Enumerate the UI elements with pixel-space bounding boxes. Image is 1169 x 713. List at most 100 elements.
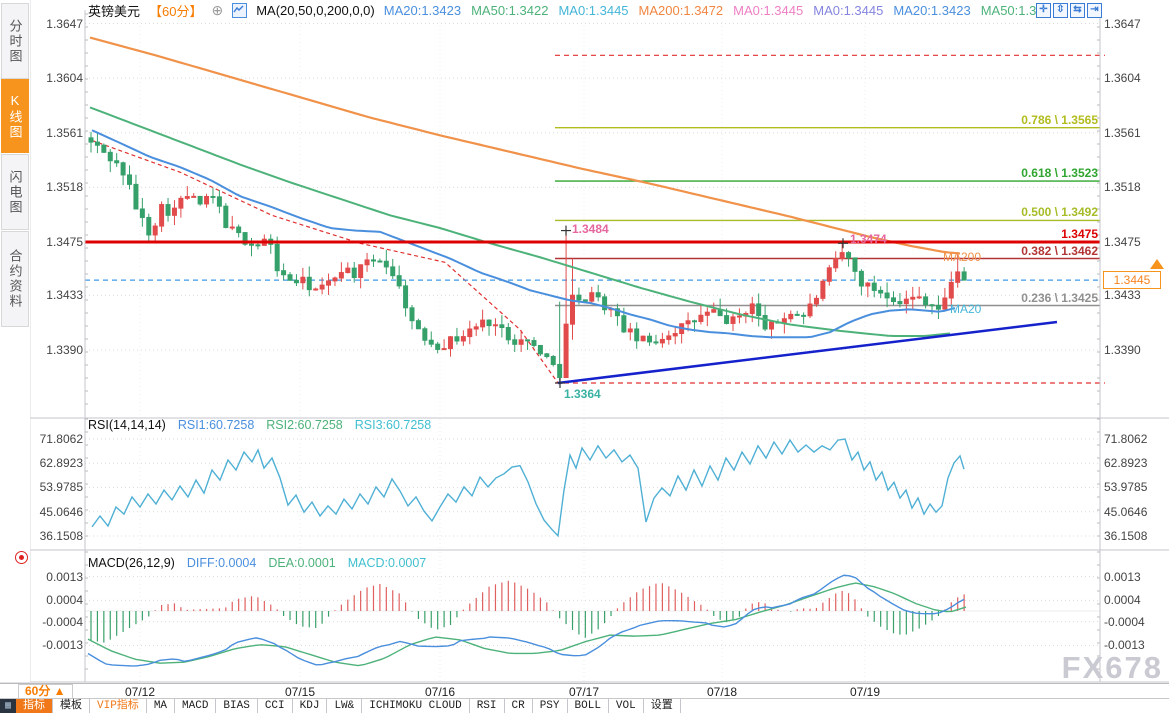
period-selector-button[interactable]: 60分 ▲ (18, 684, 73, 699)
toolbar-button-ichimokucloud[interactable]: ICHIMOKU CLOUD (362, 699, 470, 713)
sidebar-tab-3[interactable]: 闪电图 (1, 154, 29, 230)
toolbar-button-macd[interactable]: MACD (175, 699, 217, 713)
right-axis-tick: 1.3604 (1104, 71, 1141, 86)
fib-level-label: 0.382 \ 1.3462 (1021, 243, 1098, 258)
left-axis-tick: 36.1508 (39, 528, 83, 543)
right-axis-tick: 1.3475 (1104, 235, 1141, 249)
price-header: 英镑美元 【60分】 ⊕ MA(20,50,0,200,0,0) MA20:1.… (88, 1, 1037, 19)
price-up-arrow-icon (1150, 259, 1164, 269)
toolbar-button-[interactable]: 模板 (53, 699, 90, 713)
ma-value-label: MA50:1.3422 (471, 2, 549, 18)
right-axis-tick: -0.0013 (1104, 638, 1145, 653)
date-tick-label: 07/18 (706, 685, 738, 699)
ma-value-label: MA20:1.3423 (383, 2, 462, 18)
period-label[interactable]: 【60分】 (149, 3, 203, 19)
left-axis-tick: 0.0013 (46, 569, 83, 584)
right-axis-tick: 53.9785 (1104, 480, 1148, 495)
indicator-value-label: MACD:0.0007 (347, 556, 427, 570)
right-axis-tick: 1.3390 (1104, 342, 1141, 357)
ma-value-label: MA50:1.3 (980, 2, 1037, 18)
toolbar-button-cr[interactable]: CR (504, 699, 533, 713)
toolbar-button-psy[interactable]: PSY (532, 699, 568, 713)
add-compare-icon[interactable]: ⊕ (211, 1, 224, 18)
ma-settings-label: MA(20,50,0,200,0,0) (256, 2, 375, 18)
toolbar-button-rsi[interactable]: RSI (469, 699, 505, 713)
ma-value-label: MA0:1.3445 (733, 2, 804, 18)
left-axis-tick: 1.3647 (46, 16, 83, 31)
left-axis-tick: -0.0013 (42, 638, 83, 653)
date-tick-label: 07/17 (568, 685, 600, 699)
macd-values: DIFF:0.0004 DEA:0.0001 MACD:0.0007 (187, 556, 426, 570)
rsi-title: RSI(14,14,14) (88, 418, 166, 432)
left-axis-tick: -0.0004 (42, 614, 83, 629)
ma-value-label: MA20:1.3423 (893, 2, 971, 18)
toolbar-button-boll[interactable]: BOLL (567, 699, 609, 713)
date-tick-label: 07/19 (849, 685, 881, 699)
right-axis-tick: 36.1508 (1104, 528, 1148, 543)
date-tick-label: 07/16 (424, 685, 456, 699)
toolbar-button-ma[interactable]: MA (146, 699, 176, 713)
zoom-horizontal-icon[interactable]: ⇆ (1070, 3, 1085, 18)
ma200-line-label: MA200 (943, 250, 982, 264)
ma-value-label: MA0:1.3445 (558, 2, 629, 18)
indicator-value-label: RSI3:60.7258 (354, 418, 432, 432)
move-crosshair-icon[interactable]: ✛ (1036, 3, 1051, 18)
fib-level-label: 0.236 \ 1.3425 (1021, 290, 1098, 305)
resistance-price-label: 1.3475 (1061, 227, 1098, 241)
sidebar-tab-4[interactable]: 合约资料 (1, 231, 29, 327)
right-axis-tick: -0.0004 (1104, 614, 1145, 629)
right-axis-tick: 1.3561 (1104, 125, 1141, 140)
toolbar-button-vip[interactable]: VIP指标 (90, 699, 147, 713)
toolbar-button-[interactable]: 指标 (16, 699, 53, 713)
indicator-value-label: DEA:0.0001 (268, 556, 336, 570)
ma-value-label: MA200:1.3472 (638, 2, 724, 18)
left-axis-tick: 1.3518 (46, 180, 83, 195)
toolbar-button-bias[interactable]: BIAS (216, 699, 258, 713)
fib-level-label: 0.786 \ 1.3565 (1021, 112, 1098, 127)
right-axis-tick: 45.0646 (1104, 504, 1148, 519)
rally-high-label: 1.3474 (850, 232, 887, 247)
sidebar: 分时图 K线图 闪电图 合约资料 (0, 0, 30, 682)
indicator-value-label: RSI1:60.7258 (177, 418, 255, 432)
rsi-values: RSI1:60.7258 RSI2:60.7258 RSI3:60.7258 (178, 418, 431, 432)
left-axis-tick: 71.8062 (39, 432, 83, 446)
right-axis-tick: 1.3518 (1104, 180, 1141, 195)
macd-header: MACD(26,12,9) DIFF:0.0004 DEA:0.0001 MACD:… (88, 556, 426, 570)
ma-value-label: MA0:1.3445 (813, 2, 884, 18)
ma20-line-label: MA20 (950, 302, 982, 316)
fib-level-label: 0.500 \ 1.3492 (1021, 205, 1098, 220)
fib-level-label: 0.618 \ 1.3523 (1021, 166, 1098, 181)
zoom-vertical-icon[interactable]: ⇳ (1053, 3, 1068, 18)
sidebar-tab-2[interactable]: K线图 (1, 79, 29, 153)
rsi-header: RSI(14,14,14) RSI1:60.7258 RSI2:60.7258 RS… (88, 418, 431, 432)
toolbar-button-cci[interactable]: CCI (257, 699, 293, 713)
symbol-title: 英镑美元 (88, 3, 141, 19)
toolbar-menu-icon[interactable]: ▦ (0, 699, 16, 713)
left-axis-tick: 62.8923 (39, 456, 83, 471)
right-axis-tick: 71.8062 (1104, 432, 1148, 446)
right-axis-tick: 1.3647 (1104, 16, 1141, 31)
toolbar-button-lw[interactable]: LW& (327, 699, 363, 713)
panel-settings-icon[interactable] (15, 551, 28, 564)
left-axis-tick: 53.9785 (39, 480, 83, 495)
toolbar-button-vol[interactable]: VOL (608, 699, 644, 713)
toolbar-button-kdj[interactable]: KDJ (292, 699, 328, 713)
right-axis-tick: 0.0013 (1104, 569, 1141, 584)
date-axis: 60分 ▲ 07/12 07/15 07/16 07/17 07/18 07/19 (0, 683, 1169, 699)
right-axis-tick: 0.0004 (1104, 593, 1141, 608)
toolbar-button-[interactable]: 设置 (643, 699, 681, 713)
current-price-box: 1.3445 (1103, 271, 1161, 289)
pan-right-icon[interactable]: ⇥ (1087, 3, 1102, 18)
sidebar-tab-1[interactable]: 分时图 (1, 3, 29, 79)
watermark: FX678 (1061, 650, 1163, 685)
candle-chart-icon[interactable] (232, 2, 248, 18)
macd-title: MACD(26,12,9) (88, 556, 175, 570)
left-axis-tick: 0.0004 (46, 593, 83, 608)
spike-high-label: 1.3484 (572, 221, 609, 236)
bottom-toolbar: ▦ 指标 模板 VIP指标 MA MACD BIAS CCI KDJ LW& ICHIMOKU C… (0, 698, 1169, 713)
date-tick-label: 07/15 (284, 685, 316, 699)
left-axis-tick: 1.3390 (46, 342, 83, 357)
left-axis-tick: 45.0646 (39, 504, 83, 519)
